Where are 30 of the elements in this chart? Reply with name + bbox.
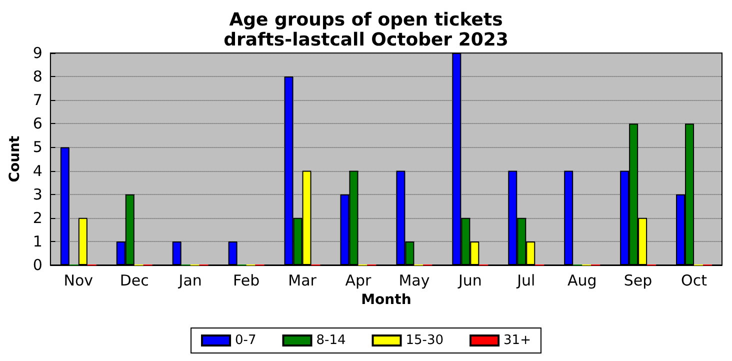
x-tick-label: Dec [120, 272, 149, 290]
y-tick-label: 6 [32, 114, 42, 133]
x-tick-label: May [398, 272, 430, 290]
chart-title: Age groups of open tickets [229, 10, 503, 30]
y-tick-label: 4 [32, 162, 42, 180]
x-axis-title: Month [361, 292, 412, 308]
x-tick-label: Feb [233, 272, 260, 290]
x-tick-label: Jun [457, 272, 482, 290]
x-tick-label: Oct [681, 272, 708, 290]
x-tick-label: Nov [64, 272, 94, 290]
y-axis-title: Count [7, 135, 23, 182]
x-tick-label: Jan [178, 272, 202, 290]
y-tick-label: 9 [32, 44, 42, 62]
legend-label: 8-14 [316, 333, 346, 348]
x-tick-label: Mar [288, 272, 318, 290]
y-tick-label: 5 [32, 138, 42, 156]
y-tick-label: 2 [32, 208, 42, 227]
x-tick-label: Aug [567, 272, 597, 290]
x-tick-label: Sep [624, 272, 652, 290]
y-tick-label: 7 [32, 91, 42, 110]
y-tick-label: 8 [32, 68, 42, 86]
y-tick-label: 1 [32, 232, 42, 250]
legend-label: 0-7 [235, 333, 256, 348]
legend-label: 31+ [504, 333, 531, 348]
legend-label: 15-30 [406, 333, 444, 348]
chart-subtitle: drafts-lastcall October 2023 [224, 30, 508, 50]
x-tick-label: Jul [516, 272, 536, 290]
x-tick-label: Apr [345, 272, 372, 290]
y-tick-label: 3 [32, 185, 42, 204]
y-tick-label: 0 [32, 256, 42, 274]
